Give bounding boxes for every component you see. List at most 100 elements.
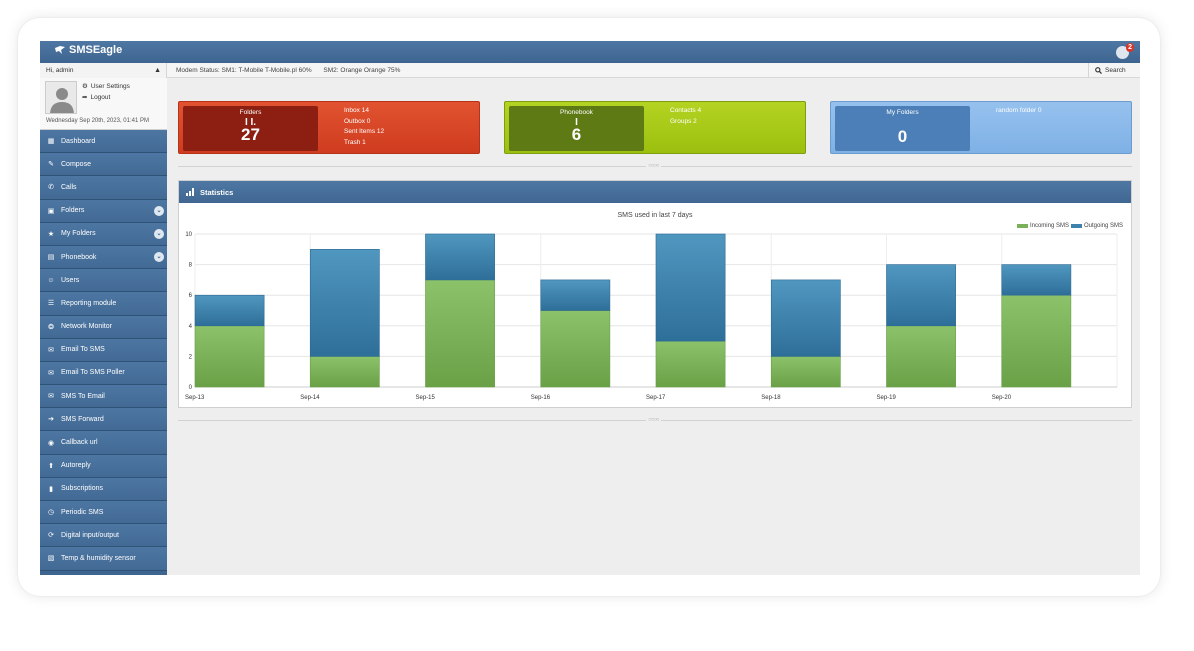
legend-swatch-incoming [1016, 224, 1028, 228]
bar-outgoing-sep-14[interactable] [309, 249, 380, 357]
sidebar-item-label: Email To SMS [61, 346, 105, 354]
chevron-up-icon: ▲ [154, 67, 161, 74]
x-tick-label: Sep-18 [761, 395, 781, 401]
sidebar-item-subscriptions[interactable]: ▮ Subscriptions [40, 477, 167, 501]
drag-handle-icon: ○○○○ [646, 417, 661, 423]
notifications-button[interactable]: 2 [1116, 43, 1134, 60]
user-settings-label: User Settings [90, 82, 130, 90]
sidebar-item-callback-url[interactable]: ◉ Callback url [40, 431, 167, 455]
sidebar-item-my-folders[interactable]: ★ My Folders ⌄ [40, 222, 167, 246]
link-icon: ◉ [47, 439, 55, 447]
bar-outgoing-sep-16[interactable] [540, 279, 611, 311]
sidebar-item-dashboard[interactable]: ▦ Dashboard [40, 130, 167, 154]
sidebar-item-label: Email To SMS Poller [61, 369, 125, 377]
bar-incoming-sep-18[interactable] [770, 356, 841, 388]
sidebar-item-email-to-sms[interactable]: ✉ Email To SMS [40, 338, 167, 362]
bar-outgoing-sep-18[interactable] [770, 279, 841, 357]
sidebar-item-temp-humidity-sensor[interactable]: ▧ Temp & humidity sensor [40, 547, 167, 571]
bar-incoming-sep-19[interactable] [886, 325, 956, 388]
logout-link[interactable]: ➦ Logout [82, 93, 111, 102]
section-divider-bottom[interactable]: ○○○○ [178, 417, 1132, 423]
top-bar: SMSEagle 2 [40, 41, 1140, 63]
sidebar-item-compose[interactable]: ✎ Compose [40, 153, 167, 177]
chevron-down-icon[interactable]: ⌄ [154, 205, 164, 216]
sidebar-item-label: My Folders [61, 230, 96, 238]
search-label: Search [1105, 67, 1126, 74]
modem-sm1: Modem Status: SM1: T-Mobile T-Mobile.pl … [176, 67, 312, 74]
bar-outgoing-sep-19[interactable] [886, 264, 956, 327]
arrow-right-icon: ➔ [48, 416, 54, 424]
sidebar-item-sms-to-email[interactable]: ✉ SMS To Email [40, 385, 167, 409]
folders-tile-info: Inbox 14 Outbox 0 Sent Items 12 Trash 1 [344, 106, 384, 148]
sidebar-item-label: Digital input/output [61, 531, 119, 539]
sidebar-item-calls[interactable]: ✆ Calls [40, 176, 167, 200]
my-folders-tile[interactable]: My Folders 0 random folder 0 [830, 101, 1132, 154]
bar-outgoing-sep-13[interactable] [194, 294, 265, 327]
sidebar-item-users[interactable]: ☺ Users [40, 269, 167, 293]
x-tick-label: Sep-19 [877, 395, 897, 401]
phonebook-tile-count: Phonebook I 6 [509, 106, 644, 151]
avatar [45, 81, 77, 114]
section-divider[interactable]: ○○○○ [178, 163, 1132, 169]
chevron-down-icon[interactable]: ⌄ [154, 251, 164, 262]
folders-sent[interactable]: Sent Items 12 [344, 128, 385, 135]
sidebar-item-sms-forward[interactable]: ➔ SMS Forward [40, 408, 167, 432]
sidebar-item-label: Folders [61, 207, 85, 215]
phonebook-contacts[interactable]: Contacts 4 [670, 107, 702, 114]
user-menu-toggle[interactable]: Hi, admin ▲ [40, 63, 167, 78]
search-icon [1095, 67, 1102, 74]
list-icon: ☰ [47, 300, 55, 308]
sidebar-item-network-monitor[interactable]: ❂ Network Monitor [40, 315, 167, 339]
bar-incoming-sep-17[interactable] [655, 340, 726, 388]
sidebar-item-label: Callback url [61, 439, 98, 447]
sidebar-item-autoreply[interactable]: ⬆ Autoreply [40, 454, 167, 478]
users-icon: ☺ [47, 276, 55, 284]
folder-icon: ▣ [47, 207, 55, 215]
sidebar-item-label: Temp & humidity sensor [61, 554, 136, 562]
folders-inbox[interactable]: Inbox 14 [344, 107, 369, 114]
bar-incoming-sep-15[interactable] [425, 279, 495, 388]
search-button[interactable]: Search [1088, 63, 1140, 78]
logout-label: Logout [90, 93, 111, 101]
refresh-icon: ⟳ [48, 532, 54, 540]
sidebar-item-label: Users [61, 276, 80, 284]
folders-trash[interactable]: Trash 1 [344, 138, 366, 146]
sidebar-item-label: Dashboard [61, 137, 96, 145]
current-datetime: Wednesday Sep 20th, 2023, 01:41 PM [46, 118, 149, 124]
sidebar-item-digital-input-output[interactable]: ⟳ Digital input/output [40, 524, 167, 548]
my-folders-tile-value: 0 [897, 127, 908, 146]
phonebook-groups[interactable]: Groups 2 [670, 117, 697, 125]
sidebar-item-folders[interactable]: ▣ Folders ⌄ [40, 199, 167, 223]
stacked-bar-chart: 0 2 4 6 8 10 Sep-13 Sep-14 Sep-15 Sep-16 Sep-17 Sep… [185, 232, 1118, 401]
folders-tile-count: Folders I I. 27 [183, 106, 318, 151]
my-folders-random[interactable]: random folder 0 [996, 107, 1042, 114]
bar-outgoing-sep-17[interactable] [655, 233, 726, 342]
folders-tile-value: 27 [241, 125, 260, 144]
phonebook-tile[interactable]: Phonebook I 6 Contacts 4 Groups 2 [504, 101, 806, 154]
bar-incoming-sep-14[interactable] [309, 356, 380, 388]
user-settings-link[interactable]: ⚙ User Settings [82, 82, 130, 91]
app-logo[interactable]: SMSEagle [54, 44, 122, 56]
envelope-icon: ✉ [48, 346, 54, 354]
folders-tile[interactable]: Folders I I. 27 Inbox 14 Outbox 0 Sent I… [178, 101, 480, 154]
bar-incoming-sep-16[interactable] [540, 310, 611, 388]
sidebar-item-reporting-module[interactable]: ☰ Reporting module [40, 292, 167, 316]
sidebar-item-phonebook[interactable]: ▤ Phonebook ⌄ [40, 245, 167, 270]
sidebar-item-periodic-sms[interactable]: ◷ Periodic SMS [40, 501, 167, 525]
statistics-title: Statistics [200, 187, 234, 197]
sidebar-item-label: Reporting module [61, 299, 117, 307]
bar-incoming-sep-13[interactable] [194, 325, 265, 388]
phone-icon: ✆ [48, 184, 54, 192]
sidebar-item-email-to-sms-poller[interactable]: ✉ Email To SMS Poller [40, 361, 167, 386]
chevron-down-icon[interactable]: ⌄ [154, 228, 164, 239]
bar-outgoing-sep-20[interactable] [1001, 264, 1072, 296]
phonebook-bars-icon: I [575, 117, 578, 128]
sidebar-item-label: Compose [61, 160, 91, 168]
folders-outbox[interactable]: Outbox 0 [344, 117, 371, 125]
sidebar-item-label: Subscriptions [61, 485, 104, 493]
bar-incoming-sep-20[interactable] [1001, 294, 1072, 388]
greeting: Hi, admin [46, 67, 74, 74]
sidebar: ⚙ User Settings ➦ Logout Wednesday Sep 2… [40, 78, 167, 575]
bar-chart-icon: ▧ [47, 555, 55, 563]
bar-outgoing-sep-15[interactable] [425, 233, 495, 281]
